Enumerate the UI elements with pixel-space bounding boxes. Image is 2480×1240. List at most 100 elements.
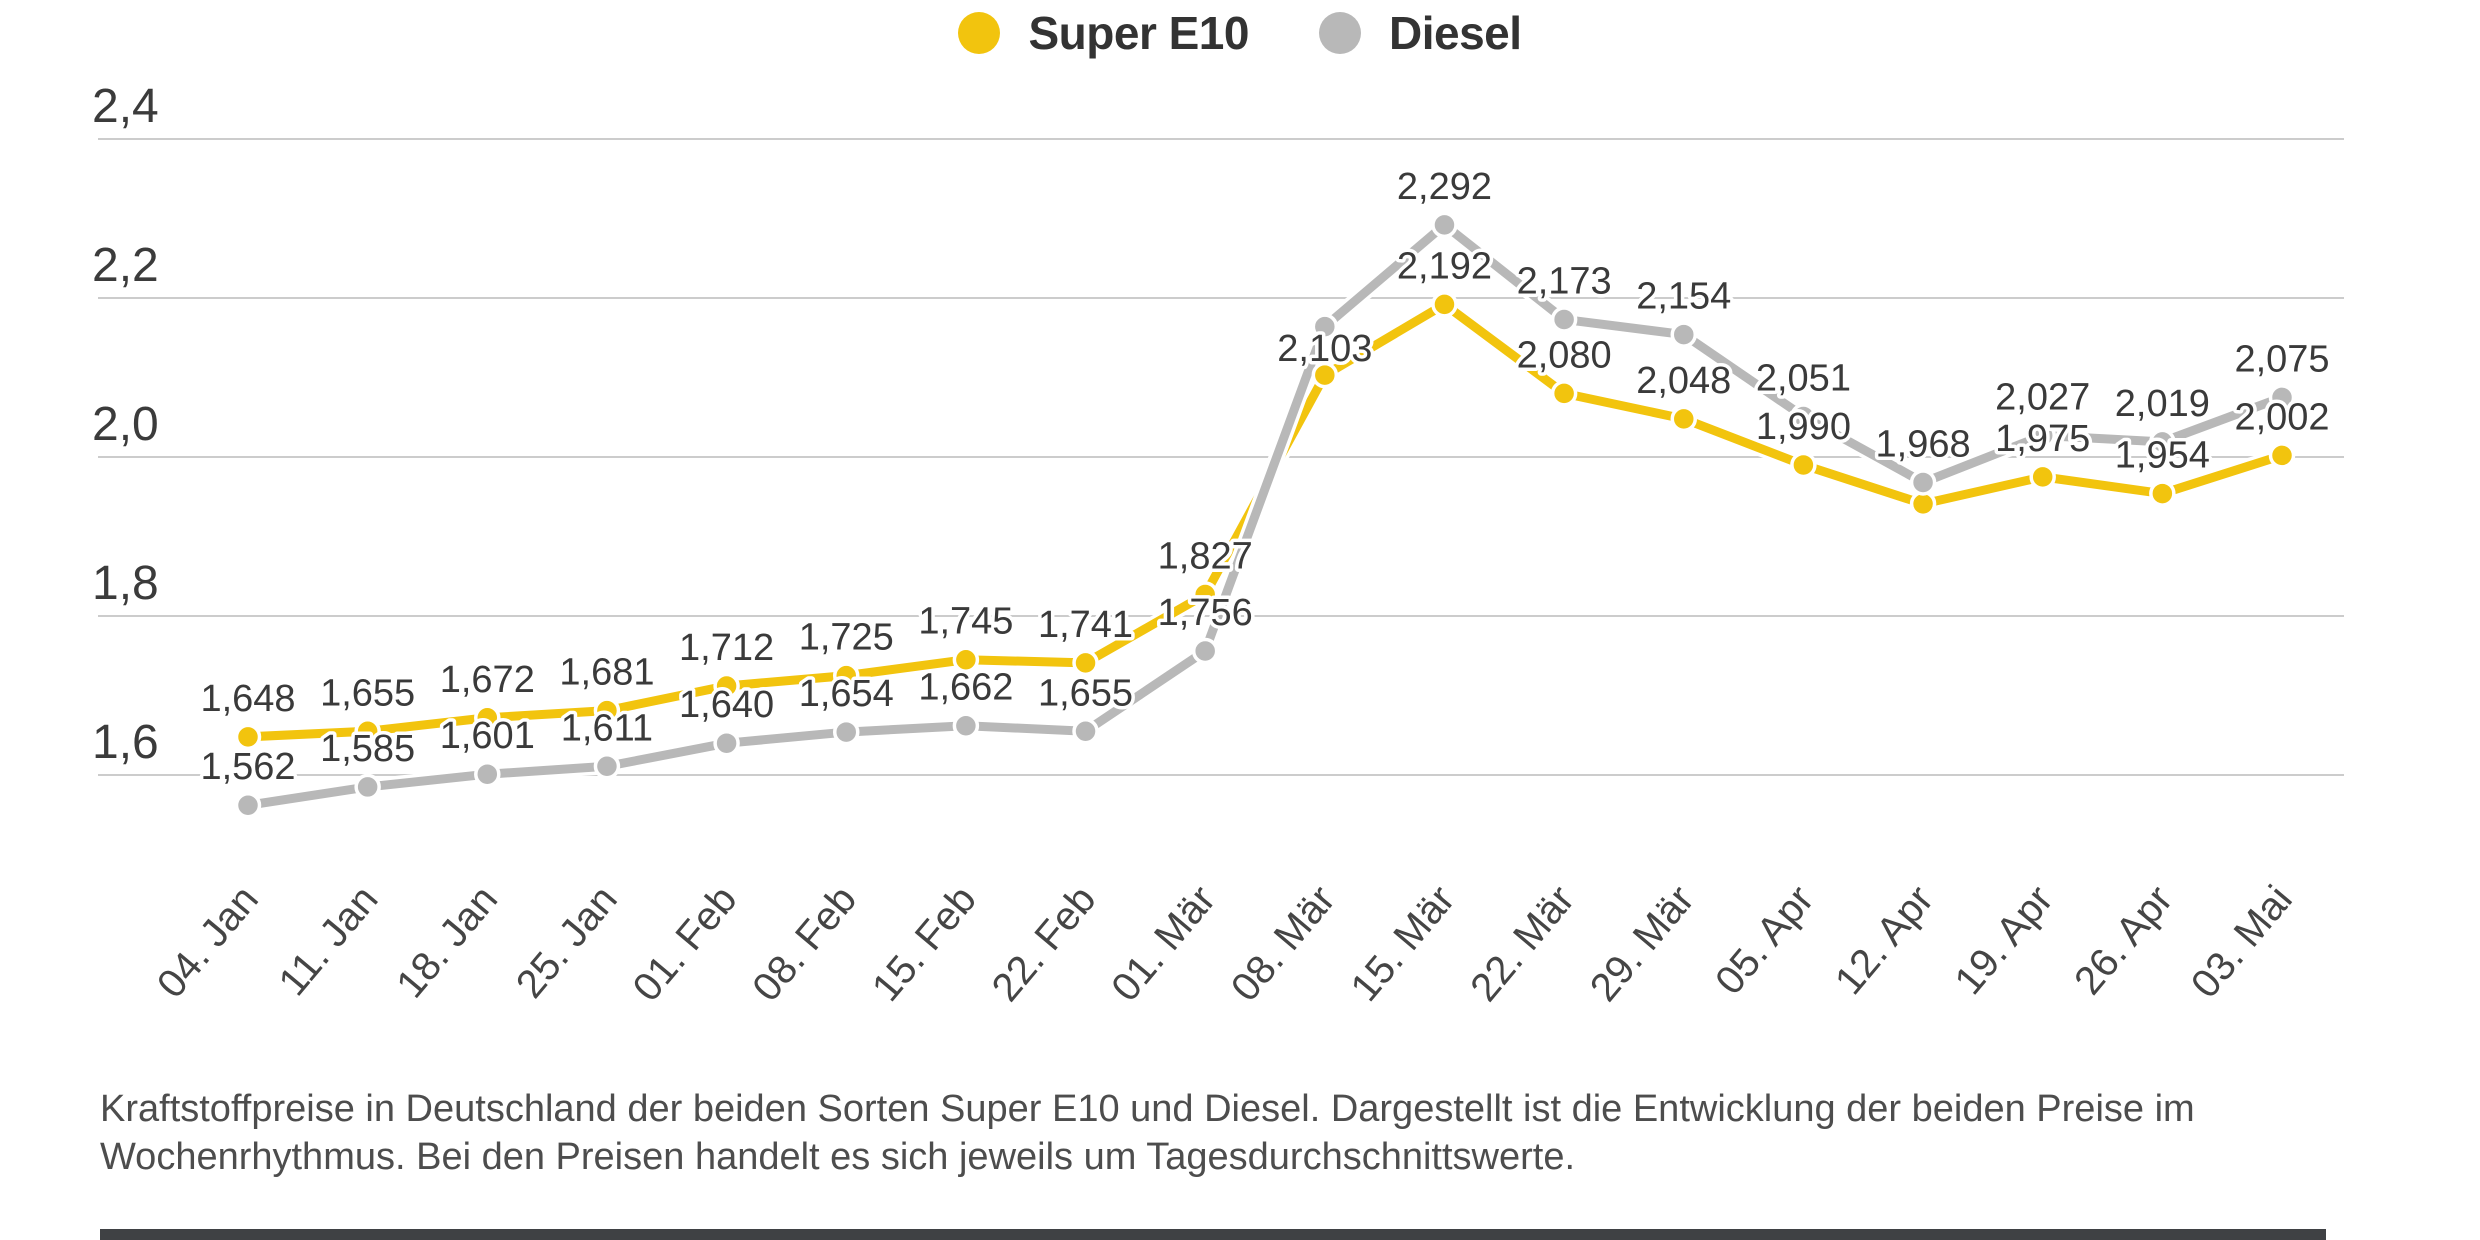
data-point-marker-diesel xyxy=(234,791,262,819)
caption-line-1: Kraftstoffpreise in Deutschland der beid… xyxy=(100,1088,2195,1130)
data-point-label-super-e10: 1,741 xyxy=(1038,604,1133,646)
data-point-label-super-e10: 2,048 xyxy=(1636,360,1731,402)
chart-legend: Super E10 Diesel xyxy=(0,6,2480,60)
legend-label: Diesel xyxy=(1388,7,1522,59)
super-e10-dot-icon xyxy=(958,12,1001,54)
data-point-marker-diesel xyxy=(354,773,381,801)
data-point-marker-diesel xyxy=(2149,428,2176,456)
x-axis-tick-label: 25. Jan xyxy=(508,878,626,1007)
data-point-label-diesel: 1,585 xyxy=(320,728,415,770)
data-point-label-diesel: 1,662 xyxy=(918,667,1013,709)
data-point-marker-diesel xyxy=(1311,313,1339,340)
y-axis-tick-label: 2,4 xyxy=(92,80,159,133)
x-axis-tick-label: 08. Mär xyxy=(1223,878,1344,1010)
x-axis-tick-label: 08. Feb xyxy=(744,878,865,1010)
data-point-label-diesel: 1,562 xyxy=(200,746,295,788)
data-point-label-super-e10: 1,712 xyxy=(679,627,774,669)
data-point-marker-diesel xyxy=(952,712,980,739)
data-point-label-diesel: 1,756 xyxy=(1158,592,1253,634)
legend-item-super-e10: Super E10 xyxy=(958,6,1249,60)
data-point-marker-super-e10 xyxy=(2029,463,2056,491)
data-point-label-super-e10: 1,725 xyxy=(799,617,894,659)
data-point-marker-super-e10 xyxy=(1311,361,1339,389)
data-point-label-diesel: 2,154 xyxy=(1636,276,1731,318)
data-point-label-diesel: 1,655 xyxy=(1038,672,1133,714)
y-axis-tick-label: 2,0 xyxy=(92,398,159,451)
data-point-marker-diesel xyxy=(832,718,860,746)
x-axis-tick-label: 22. Mär xyxy=(1462,878,1583,1010)
data-point-label-super-e10: 1,975 xyxy=(1995,418,2090,460)
x-axis-tick-label: 15. Feb xyxy=(864,878,985,1010)
data-point-marker-diesel xyxy=(2268,384,2296,411)
y-axis-tick-label: 1,8 xyxy=(92,557,159,610)
caption-line-2: Wochenrhythmus. Bei den Preisen handelt … xyxy=(100,1136,1576,1178)
data-point-label-super-e10: 2,080 xyxy=(1517,334,1612,376)
data-point-marker-diesel xyxy=(2029,422,2056,449)
data-point-marker-diesel xyxy=(1670,321,1698,348)
data-point-marker-diesel xyxy=(1191,637,1219,665)
data-point-marker-super-e10 xyxy=(713,672,740,700)
x-axis-tick-label: 22. Feb xyxy=(984,878,1105,1010)
series-line-casing-super-e10 xyxy=(240,296,2290,745)
data-point-marker-super-e10 xyxy=(952,646,980,673)
data-point-marker-diesel xyxy=(1790,403,1817,430)
data-point-marker-diesel xyxy=(713,729,740,757)
x-axis-tick-label: 01. Mär xyxy=(1103,878,1224,1010)
data-point-label-diesel: 2,019 xyxy=(2115,383,2210,425)
data-point-label-super-e10: 1,648 xyxy=(200,678,295,720)
data-point-label-diesel: 2,075 xyxy=(2234,338,2329,380)
y-axis-tick-label: 2,2 xyxy=(92,239,159,292)
data-point-marker-super-e10 xyxy=(474,704,501,732)
data-point-marker-diesel xyxy=(1550,306,1578,333)
x-axis-tick-label: 18. Jan xyxy=(388,878,506,1007)
data-point-label-super-e10: 1,681 xyxy=(559,652,654,694)
data-point-marker-super-e10 xyxy=(1790,451,1817,479)
x-axis-tick-label: 01. Feb xyxy=(625,878,746,1010)
data-point-label-super-e10: 1,672 xyxy=(440,659,535,701)
data-point-marker-super-e10 xyxy=(1191,581,1219,608)
data-point-label-super-e10: 2,002 xyxy=(2234,396,2329,438)
data-point-label-super-e10: 2,192 xyxy=(1397,245,1492,287)
data-point-label-diesel: 1,640 xyxy=(679,684,774,726)
x-axis-tick-label: 03. Mai xyxy=(2183,878,2301,1007)
data-point-marker-super-e10 xyxy=(1670,405,1698,433)
series-line-super-e10 xyxy=(243,299,2287,742)
y-axis-tick-label: 1,6 xyxy=(92,716,159,769)
data-point-marker-super-e10 xyxy=(1550,380,1578,407)
data-point-marker-super-e10 xyxy=(354,718,381,745)
diesel-dot-icon xyxy=(1318,12,1361,54)
data-point-marker-super-e10 xyxy=(2268,442,2296,469)
data-point-marker-diesel xyxy=(474,760,501,788)
data-point-label-diesel: 1,654 xyxy=(799,673,894,715)
data-point-label-diesel: 1,611 xyxy=(561,707,653,749)
data-point-marker-diesel xyxy=(593,753,621,780)
legend-item-diesel: Diesel xyxy=(1318,6,1522,60)
data-point-label-diesel: 2,292 xyxy=(1397,166,1492,208)
bottom-divider-bar xyxy=(100,1229,2326,1240)
data-point-marker-super-e10 xyxy=(2149,480,2176,507)
x-axis-tick-label: 15. Mär xyxy=(1342,878,1463,1010)
data-point-label-super-e10: 1,954 xyxy=(2115,435,2210,477)
data-point-marker-diesel xyxy=(1072,718,1099,745)
data-point-label-diesel: 2,173 xyxy=(1517,260,1612,302)
chart-caption: Kraftstoffpreise in Deutschland der beid… xyxy=(100,1085,2195,1181)
x-axis-tick-label: 29. Mär xyxy=(1582,878,1703,1010)
data-point-label-diesel: 1,968 xyxy=(1876,423,1971,465)
x-axis-tick-label: 04. Jan xyxy=(149,878,267,1007)
data-point-marker-super-e10 xyxy=(1431,291,1458,318)
data-point-marker-super-e10 xyxy=(1072,649,1099,677)
x-axis-tick-label: 05. Apr xyxy=(1707,878,1822,1003)
data-point-marker-super-e10 xyxy=(593,697,621,724)
x-axis-tick-label: 19. Apr xyxy=(1946,878,2061,1003)
data-point-label-super-e10: 1,745 xyxy=(918,601,1013,643)
data-point-label-diesel: 1,601 xyxy=(440,715,535,757)
x-axis-tick-label: 11. Jan xyxy=(270,878,386,1005)
data-point-label-super-e10: 1,990 xyxy=(1756,406,1851,448)
data-point-marker-super-e10 xyxy=(234,723,262,751)
x-axis-tick-label: 26. Apr xyxy=(2066,878,2181,1003)
data-point-label-super-e10: 1,655 xyxy=(320,672,415,714)
x-axis-tick-label: 12. Apr xyxy=(1827,878,1942,1003)
legend-label: Super E10 xyxy=(1028,7,1249,59)
